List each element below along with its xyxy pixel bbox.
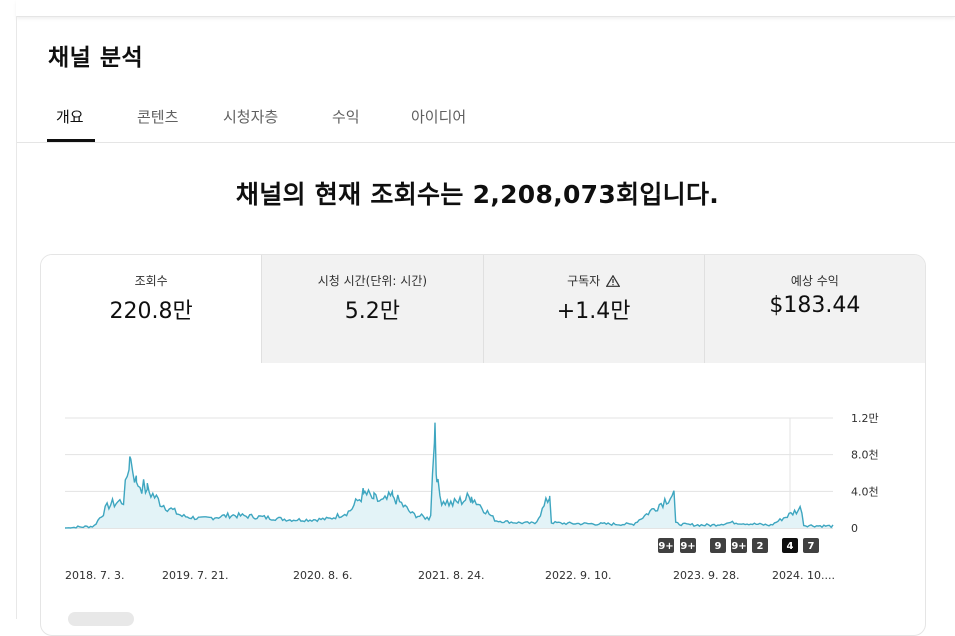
series-line[interactable] (64, 422, 834, 529)
x-tick-label: 2022. 9. 10. (545, 569, 611, 582)
page-title: 채널 분석 (48, 45, 144, 71)
top-header-edge (16, 0, 955, 17)
tab-overview[interactable]: 개요 (56, 108, 84, 126)
analytics-card: 조회수 220.8만 시청 시간(단위: 시간) 5.2만 구독자 +1.4만 … (40, 254, 926, 636)
y-tick-label: 4.0천 (851, 484, 879, 498)
tab-ideas[interactable]: 아이디어 (411, 108, 467, 126)
event-marker-label: 9+ (731, 541, 746, 552)
event-marker[interactable]: 7 (803, 538, 819, 553)
event-marker-box (782, 538, 798, 553)
y-tick-label: 8.0천 (851, 448, 879, 462)
event-marker-box (731, 538, 747, 553)
event-marker-label: 4 (787, 541, 794, 552)
tab-revenue[interactable]: 수익 (332, 108, 360, 126)
tab-audience[interactable]: 시청자층 (223, 108, 279, 126)
metric-subscribers[interactable]: 구독자 +1.4만 (482, 255, 704, 363)
event-marker-box (803, 538, 819, 553)
y-tick-label: 1.2만 (851, 412, 879, 425)
event-marker-label: 7 (808, 541, 815, 552)
event-marker-box (710, 538, 726, 553)
x-tick-label: 2018. 7. 3. (65, 569, 124, 582)
x-tick-label: 2021. 8. 24. (418, 569, 484, 582)
metric-revenue[interactable]: 예상 수익 $183.44 (703, 255, 925, 363)
event-marker[interactable]: 9 (710, 538, 726, 553)
views-chart: 0 4.0천 8.0천 1.2만 2018. 7. 3. 2019. 7. 21. 202… (41, 363, 925, 635)
event-marker-label: 9+ (680, 541, 695, 552)
metric-watch-time[interactable]: 시청 시간(단위: 시간) 5.2만 (261, 255, 483, 363)
event-marker-box (752, 538, 768, 553)
active-tab-indicator (47, 139, 95, 142)
event-marker-label: 9 (715, 541, 722, 552)
metric-tabs: 조회수 220.8만 시청 시간(단위: 시간) 5.2만 구독자 +1.4만 … (41, 255, 925, 363)
x-tick-label: 2024. 10.... (772, 569, 835, 582)
metric-label: 구독자 (567, 274, 601, 288)
metric-views[interactable]: 조회수 220.8만 (41, 255, 262, 363)
x-tick-label: 2023. 9. 28. (673, 569, 739, 582)
x-tick-label: 2019. 7. 21. (162, 569, 228, 582)
left-divider (16, 16, 17, 619)
y-tick-label: 0 (851, 522, 858, 535)
warning-icon (606, 274, 621, 287)
bottom-control[interactable] (68, 612, 134, 626)
metric-label: 조회수 (134, 274, 168, 288)
views-headline: 채널의 현재 조회수는 2,208,073회입니다. (235, 180, 720, 209)
event-marker-label: 2 (757, 541, 764, 552)
views-chart-svg: 0 4.0천 8.0천 1.2만 2018. 7. 3. 2019. 7. 21. 202… (64, 412, 879, 582)
event-marker[interactable]: 4 (782, 538, 798, 553)
metric-label: 예상 수익 (790, 274, 839, 288)
event-marker-box (658, 538, 674, 553)
metric-value: $183.44 (769, 293, 861, 318)
event-marker[interactable]: 9+ (658, 538, 674, 553)
metric-value: 220.8만 (109, 299, 193, 324)
tab-content[interactable]: 콘텐츠 (137, 108, 179, 126)
event-marker[interactable]: 9+ (731, 538, 747, 553)
event-marker[interactable]: 9+ (680, 538, 696, 553)
event-marker-label: 9+ (658, 541, 673, 552)
x-tick-label: 2020. 8. 6. (293, 569, 352, 582)
metric-label: 시청 시간(단위: 시간) (317, 274, 428, 288)
event-marker-box (680, 538, 696, 553)
series-area (65, 422, 833, 528)
metric-value: 5.2만 (344, 299, 400, 324)
event-marker[interactable]: 2 (752, 538, 768, 553)
tab-bar: 개요 콘텐츠 시청자층 수익 아이디어 (17, 96, 955, 143)
metric-value: +1.4만 (556, 299, 631, 324)
